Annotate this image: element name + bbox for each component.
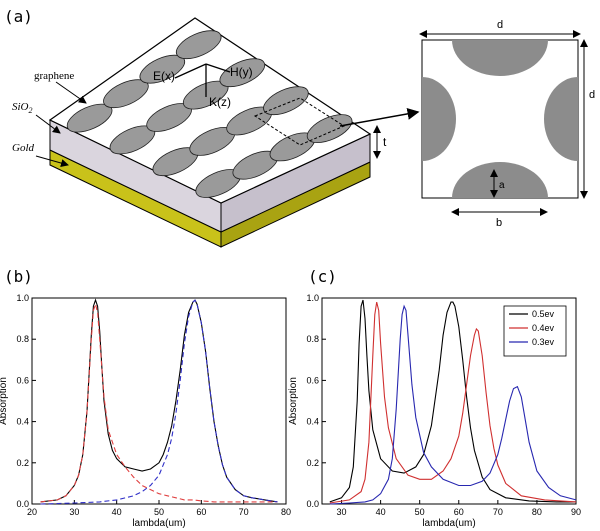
x-axis-label: lambda(um) xyxy=(132,518,185,529)
legend-entry: 0.5ev xyxy=(532,309,555,319)
panel-b: (b) 20 30 40 50 60 70 80 0.0 0.2 0.4 0.6 0.8 1.0 lamb… xyxy=(0,267,291,529)
panel-a-label: (a) xyxy=(4,7,33,26)
y-tick-label: 1.0 xyxy=(16,293,29,303)
cell-ellipse-left xyxy=(422,77,456,161)
y-axis-label: Absorption xyxy=(0,377,9,425)
cell-ellipse-bottom xyxy=(452,162,548,198)
series-line-0-3ev xyxy=(329,304,577,505)
x-tick-label: 70 xyxy=(239,507,249,517)
sio2-label: SiO2 xyxy=(12,101,33,115)
dim-a-label: a xyxy=(499,180,505,191)
series-line-short-resonance xyxy=(40,302,278,503)
x-tick-label: 90 xyxy=(571,507,581,517)
e-field-axis xyxy=(174,63,207,79)
series-line-long-resonance xyxy=(40,299,278,505)
x-tick-label: 20 xyxy=(27,507,37,517)
unit-cell: d d a b xyxy=(419,19,595,229)
chart-b: 20 30 40 50 60 70 80 0.0 0.2 0.4 0.6 0.8 1.0 lambda(u… xyxy=(0,293,291,529)
y-tick-label: 0.2 xyxy=(16,458,29,468)
panel-b-label: (b) xyxy=(4,267,33,286)
y-tick-label: 0.8 xyxy=(306,334,319,344)
gold-label: Gold xyxy=(12,142,35,154)
graphene-ellipse-array xyxy=(66,30,353,198)
y-tick-label: 0.4 xyxy=(306,417,319,427)
plot-frame xyxy=(321,297,577,505)
plot-frame xyxy=(31,297,287,505)
graphene-ellipse xyxy=(139,54,186,84)
y-tick-label: 0.4 xyxy=(16,417,29,427)
h-field-label: H(y) xyxy=(230,65,253,79)
panel-c-label: (c) xyxy=(308,267,337,286)
legend-entry: 0.3ev xyxy=(532,337,555,347)
graphene-ellipse xyxy=(66,103,113,133)
x-tick-label: 80 xyxy=(281,507,291,517)
y-axis-label: Absorption xyxy=(288,377,299,425)
chart-c: 30 40 50 60 70 80 90 0.0 0.2 0.4 0.6 0.8 1.0 lambda(u… xyxy=(288,293,581,529)
graphene-pointer xyxy=(55,81,87,104)
series-line-0-5ev xyxy=(329,299,576,503)
x-tick-label: 50 xyxy=(154,507,164,517)
sio2-pointer xyxy=(35,114,61,134)
dim-d-top-label: d xyxy=(497,19,503,31)
graphene-ellipse xyxy=(219,58,266,88)
legend-entry: 0.4ev xyxy=(532,323,555,333)
x-tick-label: 30 xyxy=(337,507,347,517)
cell-ellipse-top xyxy=(452,40,548,76)
h-field-axis xyxy=(205,63,231,73)
y-tick-label: 0.6 xyxy=(306,375,319,385)
graphene-ellipse xyxy=(175,30,222,60)
graphene-ellipse xyxy=(103,79,149,109)
x-tick-label: 70 xyxy=(493,507,503,517)
x-tick-label: 40 xyxy=(112,507,122,517)
e-field-label: E(x) xyxy=(153,69,175,83)
y-tick-label: 0.2 xyxy=(306,458,319,468)
x-tick-label: 80 xyxy=(532,507,542,517)
gold-pointer xyxy=(35,155,69,167)
x-tick-label: 30 xyxy=(69,507,79,517)
panel-a: (a) E(x) H(y) K(z) graphene SiO2 Gold t xyxy=(4,7,595,248)
panel-c: (c) 30 40 50 60 70 80 90 0.0 0.2 0.4 0.6 0.8 1.0 lamb… xyxy=(288,267,581,529)
k-vector-label: K(z) xyxy=(209,95,231,109)
y-tick-label: 1.0 xyxy=(306,293,319,303)
unit-cell-pointer xyxy=(339,107,420,127)
graphene-ellipse xyxy=(306,114,353,144)
x-tick-label: 60 xyxy=(196,507,206,517)
x-tick-label: 50 xyxy=(415,507,425,517)
dim-b-label: b xyxy=(496,217,502,229)
y-tick-label: 0.8 xyxy=(16,334,29,344)
x-axis-label: lambda(um) xyxy=(422,518,475,529)
thickness-label: t xyxy=(383,135,387,149)
dim-d-right-label: d xyxy=(589,89,595,101)
graphene-label: graphene xyxy=(34,70,74,82)
y-tick-label: 0.0 xyxy=(16,499,29,509)
x-tick-label: 40 xyxy=(376,507,386,517)
series-line-total xyxy=(40,298,278,503)
y-tick-label: 0.6 xyxy=(16,375,29,385)
cell-ellipse-right xyxy=(544,77,578,161)
y-tick-label: 0.0 xyxy=(306,499,319,509)
x-tick-label: 60 xyxy=(454,507,464,517)
series-line-0-4ev xyxy=(329,301,577,504)
